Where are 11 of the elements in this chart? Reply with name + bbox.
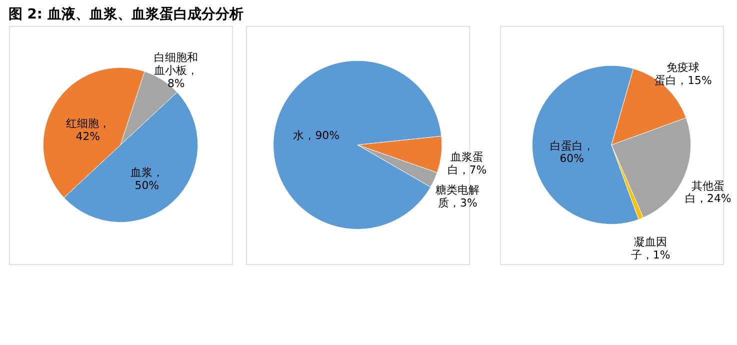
chart-title: 图 2: 血液、血浆、血浆蛋白成分分析 xyxy=(8,5,244,22)
slice-label: 水，90% xyxy=(293,129,340,142)
slice-label: 血浆蛋白，7% xyxy=(447,150,487,176)
slice-label: 红细胞，42% xyxy=(66,117,110,143)
slice-label: 其他蛋白，24% xyxy=(685,179,732,206)
slice-label: 凝血因子，1% xyxy=(630,236,670,262)
slice-label: 白细胞和血小板，8% xyxy=(154,50,198,90)
slice-label: 白蛋白，60% xyxy=(550,139,594,166)
slice-label: 糖类电解质，3% xyxy=(436,184,480,210)
slice-label: 血浆，50% xyxy=(130,166,164,192)
slice-label: 免疫球蛋白，15% xyxy=(654,61,712,87)
